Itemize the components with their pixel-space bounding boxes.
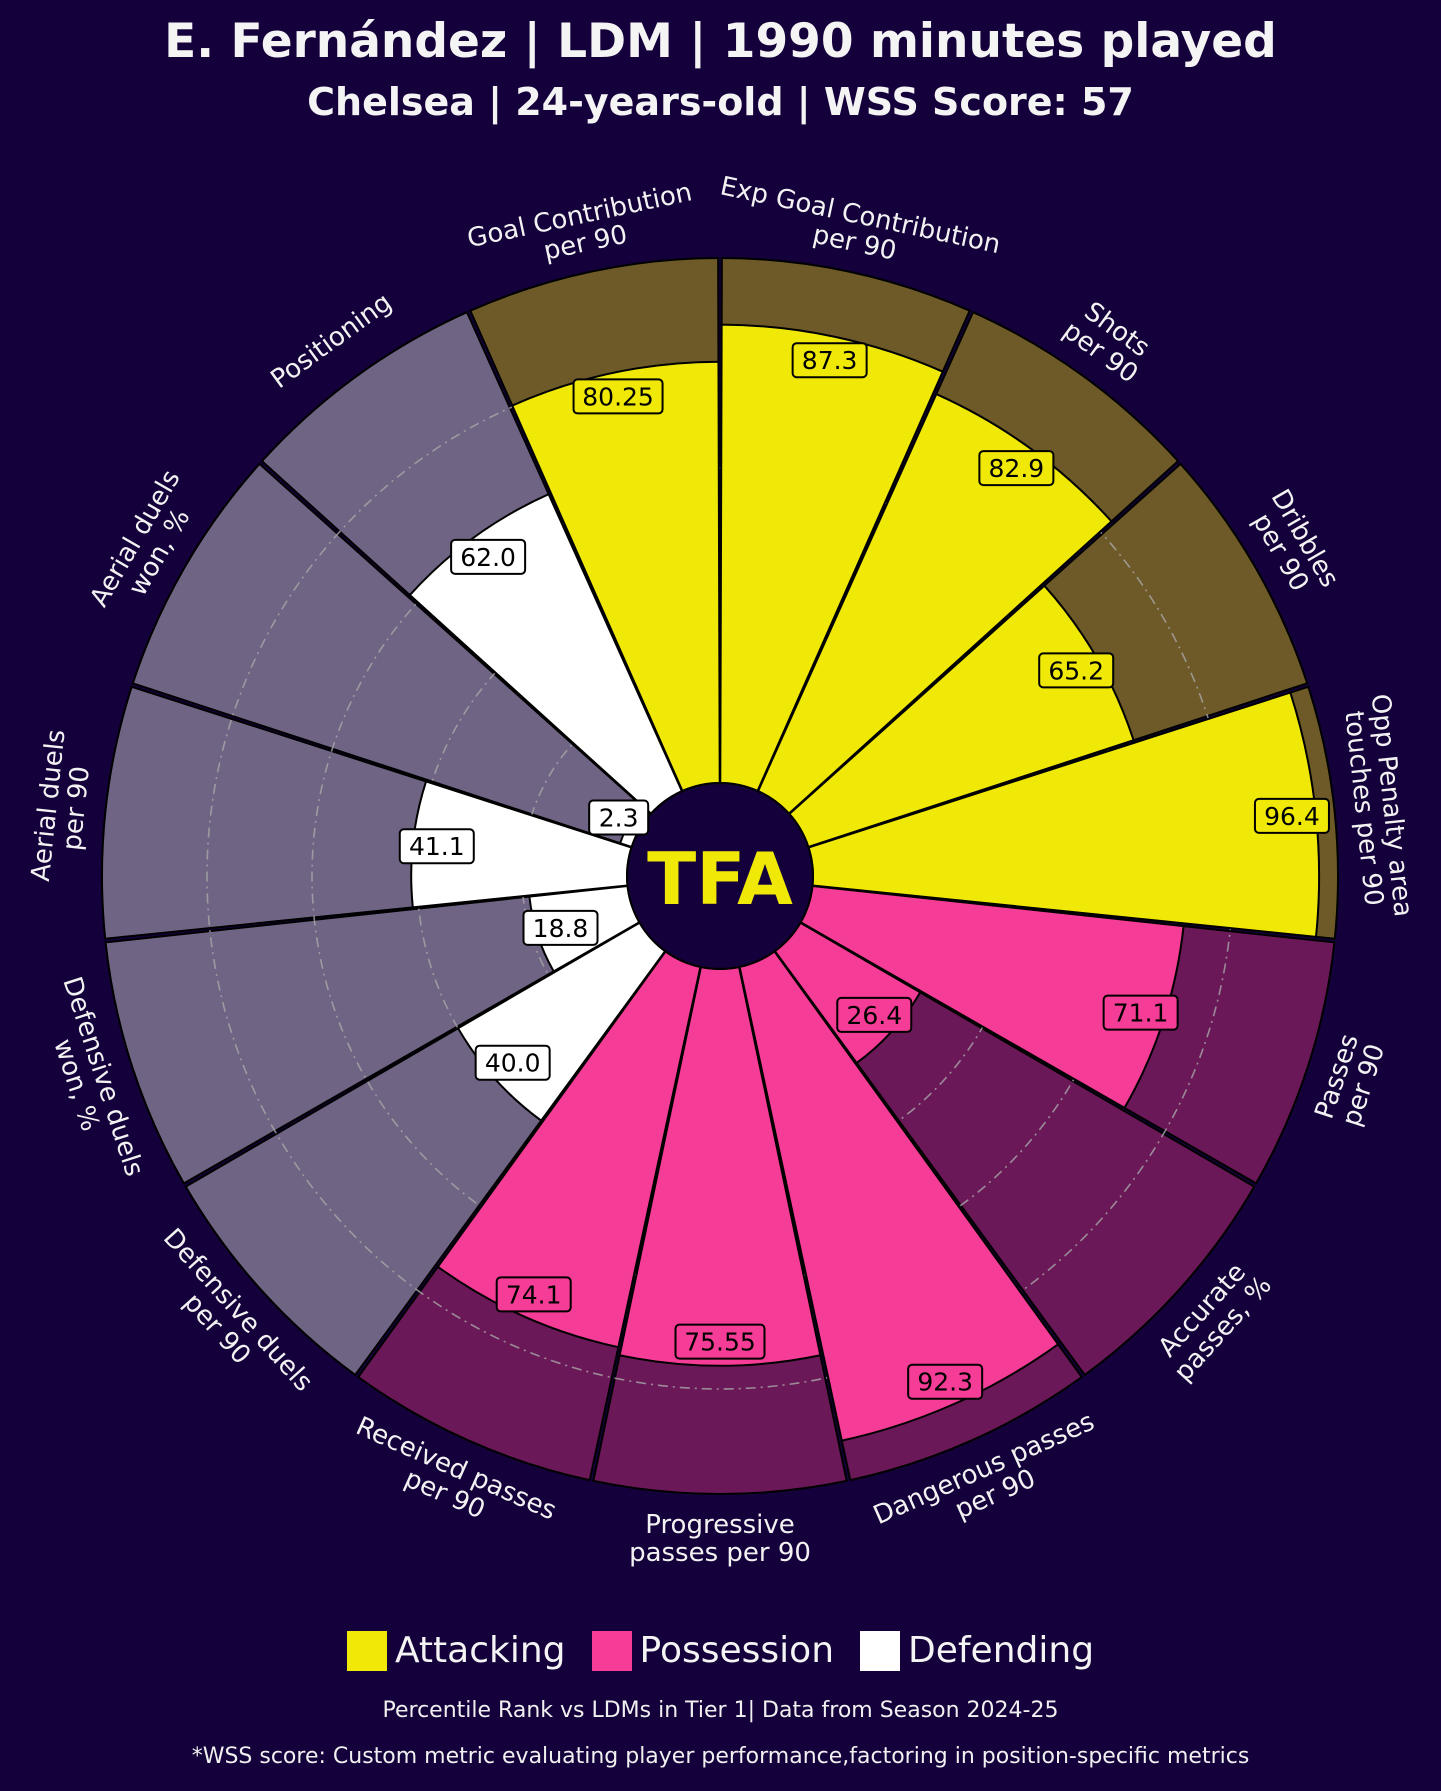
legend-swatch-attacking bbox=[346, 1630, 387, 1671]
legend-item-possession: Possession bbox=[591, 1630, 835, 1671]
value-box-defensive-duels-per-90 bbox=[474, 1044, 551, 1081]
value-label-received-passes-per-90: 74.1 bbox=[506, 1280, 562, 1309]
value-label-goal-contribution-per-90: 80.25 bbox=[582, 382, 654, 411]
value-box-opp-penalty-area-touches-per-90 bbox=[1253, 797, 1330, 834]
legend-swatch-defending bbox=[860, 1630, 901, 1671]
legend-swatch-possession bbox=[591, 1630, 632, 1671]
footnote-percentile: Percentile Rank vs LDMs in Tier 1| Data … bbox=[382, 1698, 1059, 1723]
value-label-defensive-duels-per-90: 40.0 bbox=[485, 1049, 541, 1078]
legend-label-possession: Possession bbox=[639, 1630, 835, 1671]
value-label-aerial-duels-won: 2.3 bbox=[599, 804, 639, 833]
legend-item-attacking: Attacking bbox=[346, 1630, 566, 1671]
value-box-dribbles-per-90 bbox=[1038, 652, 1115, 689]
value-label-exp-goal-contribution-per-90: 87.3 bbox=[802, 346, 858, 375]
value-label-passes-per-90: 71.1 bbox=[1113, 999, 1169, 1028]
legend-item-defending: Defending bbox=[860, 1630, 1094, 1671]
value-box-exp-goal-contribution-per-90 bbox=[791, 342, 868, 379]
value-box-progressive-passes-per-90 bbox=[674, 1323, 766, 1360]
value-box-aerial-duels-won bbox=[588, 799, 650, 836]
value-label-dribbles-per-90: 65.2 bbox=[1048, 656, 1104, 685]
footnote-wss: *WSS score: Custom metric evaluating pla… bbox=[191, 1744, 1250, 1769]
value-box-passes-per-90 bbox=[1102, 994, 1179, 1031]
value-box-shots-per-90 bbox=[978, 450, 1055, 487]
chart-title: E. Fernández | LDM | 1990 minutes played bbox=[164, 14, 1277, 69]
value-label-defensive-duels-won: 18.8 bbox=[533, 914, 589, 943]
legend: Attacking Possession Defending bbox=[0, 1630, 1441, 1671]
center-circle bbox=[626, 782, 814, 970]
value-label-opp-penalty-area-touches-per-90: 96.4 bbox=[1264, 802, 1320, 831]
value-box-defensive-duels-won bbox=[522, 909, 599, 946]
param-label-line: passes per 90 bbox=[629, 1538, 811, 1568]
value-box-received-passes-per-90 bbox=[495, 1276, 572, 1313]
value-label-positioning: 62.0 bbox=[460, 543, 516, 572]
value-box-positioning bbox=[450, 538, 527, 575]
value-box-dangerous-passes-per-90 bbox=[907, 1363, 984, 1400]
value-box-accurate-passes bbox=[836, 996, 913, 1033]
param-label-line: Progressive bbox=[645, 1510, 795, 1540]
chart-subtitle: Chelsea | 24-years-old | WSS Score: 57 bbox=[307, 80, 1134, 124]
value-label-dangerous-passes-per-90: 92.3 bbox=[917, 1368, 973, 1397]
legend-label-defending: Defending bbox=[908, 1630, 1095, 1671]
value-label-aerial-duels-per-90: 41.1 bbox=[409, 832, 465, 861]
value-box-aerial-duels-per-90 bbox=[398, 828, 475, 865]
value-label-shots-per-90: 82.9 bbox=[989, 454, 1045, 483]
value-box-goal-contribution-per-90 bbox=[572, 378, 664, 415]
value-label-progressive-passes-per-90: 75.55 bbox=[684, 1328, 756, 1357]
legend-label-attacking: Attacking bbox=[394, 1630, 566, 1671]
value-label-accurate-passes: 26.4 bbox=[846, 1001, 902, 1030]
logo-text: TFA bbox=[647, 837, 793, 921]
